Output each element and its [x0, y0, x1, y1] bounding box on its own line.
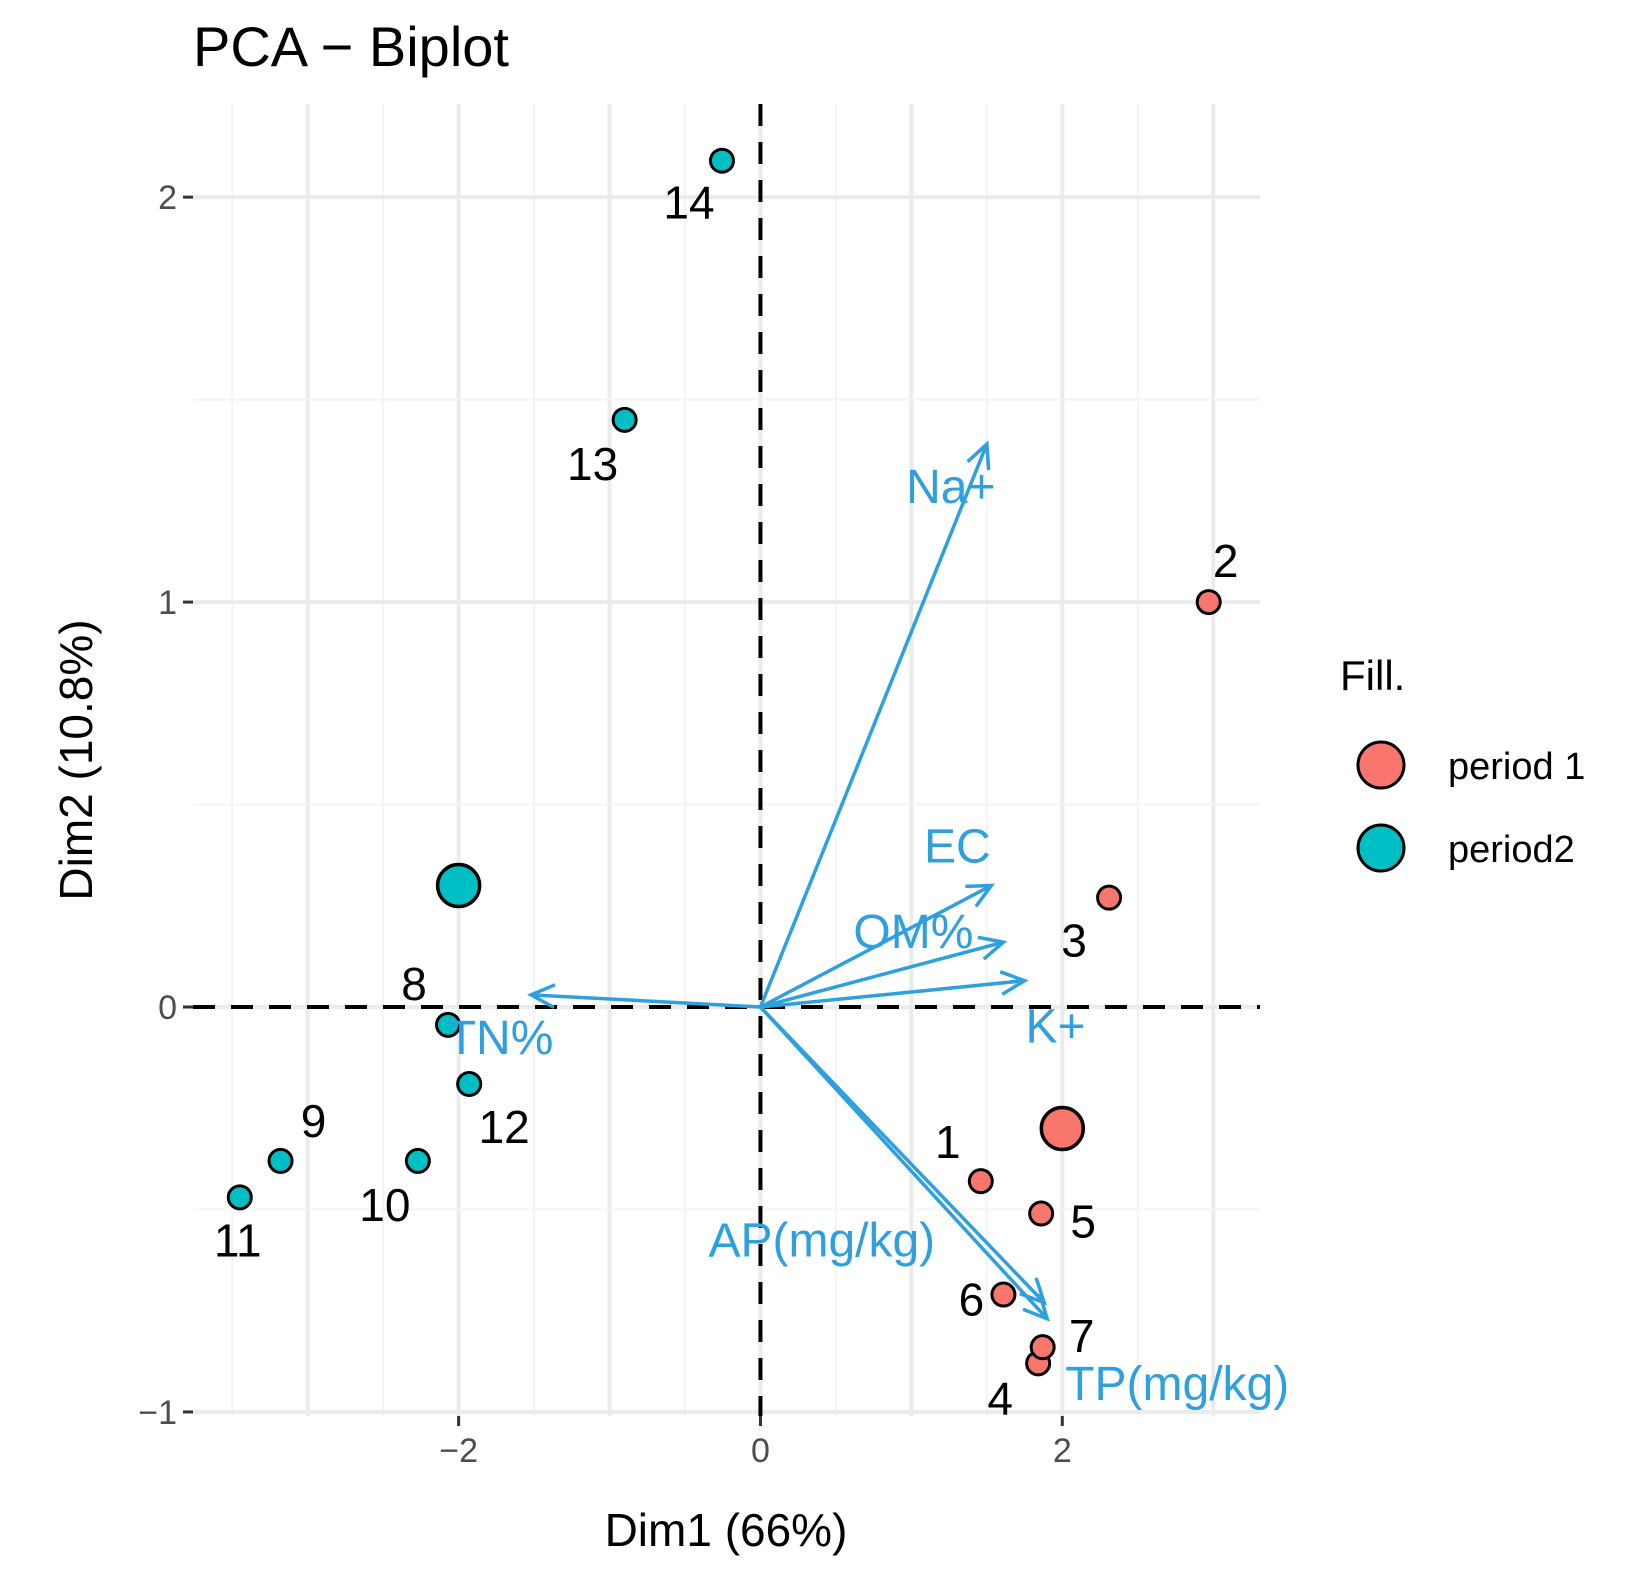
arrow-head — [966, 440, 991, 471]
legend-key-period2 — [1356, 823, 1406, 873]
variable-label: EC — [924, 821, 991, 874]
point-label: 4 — [987, 1372, 1013, 1424]
data-point — [990, 1281, 1017, 1308]
chart-title: PCA − Biplot — [193, 15, 509, 78]
data-point — [1029, 1334, 1056, 1361]
variable-label: TN% — [447, 1012, 554, 1065]
data-point — [1096, 884, 1123, 911]
variable-arrow — [759, 883, 993, 1009]
point-label: 14 — [663, 177, 714, 229]
variable-arrow — [758, 443, 989, 1008]
point-label: 8 — [401, 958, 427, 1010]
variable-label: OM% — [853, 906, 973, 959]
variable-arrows — [527, 440, 1050, 1322]
data-point — [967, 1168, 994, 1195]
arrow-head — [965, 883, 995, 908]
x-tick-label: −2 — [439, 1432, 478, 1470]
point-label: 2 — [1213, 535, 1239, 587]
point-label: 3 — [1061, 915, 1087, 967]
legend-key-period-1 — [1356, 740, 1406, 790]
variable-arrow — [760, 978, 1025, 1009]
variable-arrow — [759, 1005, 1049, 1320]
labels: Na+ECOM%K+TN%AP(mg/kg)TP(mg/kg)123456789… — [214, 177, 1289, 1425]
data-point — [611, 406, 638, 433]
legend: Fill. period 1 period2 — [1340, 652, 1585, 873]
arrow-head — [999, 970, 1029, 996]
data-point — [226, 1184, 253, 1211]
legend-label-period2: period2 — [1448, 829, 1575, 871]
point-label: 12 — [479, 1101, 530, 1153]
point-label: 5 — [1070, 1196, 1096, 1248]
y-tick-label: −1 — [138, 1394, 177, 1432]
variable-label: AP(mg/kg) — [708, 1215, 935, 1268]
y-tick-label: 0 — [158, 989, 177, 1027]
group-centroid — [435, 862, 482, 909]
x-axis-title: Dim1 (66%) — [605, 1504, 848, 1556]
point-label: 6 — [959, 1274, 985, 1326]
variable-label: K+ — [1026, 1001, 1086, 1054]
x-tick-label: 0 — [751, 1432, 770, 1470]
data-point — [708, 147, 735, 174]
variable-arrow — [760, 940, 1004, 1009]
y-tick-label: 1 — [158, 584, 177, 622]
point-label: 9 — [301, 1095, 327, 1147]
data-point — [267, 1147, 294, 1174]
point-label: 11 — [214, 1214, 262, 1266]
data-point — [456, 1070, 483, 1097]
point-label: 10 — [359, 1179, 410, 1231]
arrow-head — [977, 935, 1008, 961]
data-point — [404, 1147, 431, 1174]
variable-arrow — [530, 993, 761, 1009]
arrow-head — [1022, 1293, 1050, 1322]
variable-label: Na+ — [906, 461, 995, 514]
point-label: 7 — [1069, 1310, 1095, 1362]
variable-label: TP(mg/kg) — [1065, 1358, 1289, 1411]
point-label: 13 — [567, 438, 618, 490]
data-point — [1195, 589, 1222, 616]
points — [226, 147, 1222, 1377]
data-point — [1028, 1200, 1055, 1227]
y-tick-label: 2 — [158, 179, 177, 217]
arrow-head — [527, 983, 556, 1009]
legend-title: Fill. — [1340, 652, 1405, 699]
y-axis-title: Dim2 (10.8%) — [50, 619, 102, 900]
x-tick-label: 2 — [1053, 1432, 1072, 1470]
legend-label-period-1: period 1 — [1448, 746, 1585, 788]
data-point — [435, 1011, 462, 1038]
group-centroid — [1039, 1105, 1086, 1152]
point-label: 1 — [935, 1116, 961, 1168]
